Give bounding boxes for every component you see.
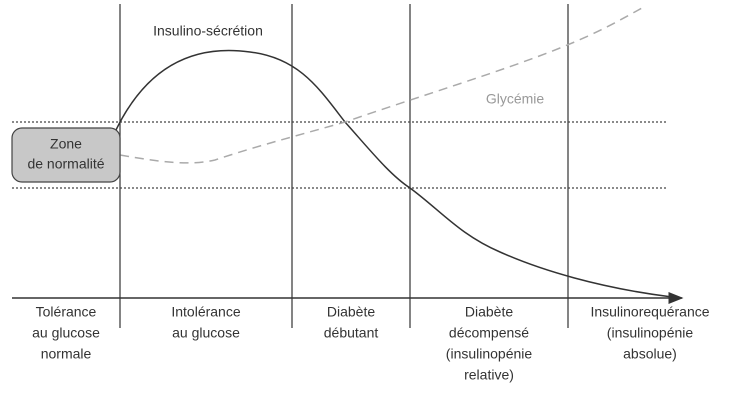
phase-label: (insulinopénie <box>607 325 694 341</box>
zone-label: de normalité <box>27 156 104 172</box>
phase-label: au glucose <box>32 325 100 341</box>
phase-label: au glucose <box>172 325 240 341</box>
phase-label: débutant <box>324 325 379 341</box>
normal-zone-box <box>11 127 121 183</box>
normal-zone-bounds <box>12 121 668 189</box>
phase-label: Intolérance <box>171 304 240 320</box>
glycemia-curve <box>119 7 643 164</box>
zone-label: Zone <box>50 136 82 152</box>
phase-label: (insulinopénie <box>446 346 533 362</box>
phase-label: normale <box>41 346 92 362</box>
phase-label: Diabète <box>327 304 375 320</box>
phase-labels: Tolérance au glucose normale Intolérance au … <box>32 304 710 383</box>
phase-label: décompensé <box>449 325 529 341</box>
phase-label: Insulinorequérance <box>590 304 709 320</box>
curve-label: Insulino-sécrétion <box>153 23 263 39</box>
phase-label: absolue) <box>623 346 677 362</box>
insulin-curve <box>115 49 673 298</box>
phase-label: Tolérance <box>36 304 97 320</box>
phase-label: Diabète <box>465 304 513 320</box>
curve-label: Glycémie <box>486 91 545 107</box>
phase-label: relative) <box>464 367 514 383</box>
phase-dividers <box>119 4 569 328</box>
